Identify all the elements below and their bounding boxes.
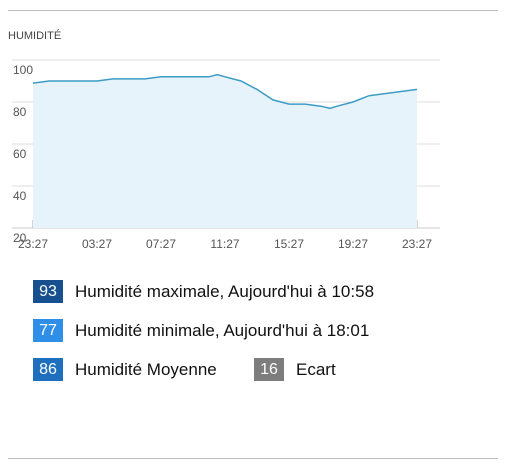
y-tick-label: 40: [13, 189, 27, 203]
stat: 16 Ecart: [254, 358, 336, 381]
stat: 93 Humidité maximale, Aujourd'hui à 10:58: [33, 280, 374, 303]
y-tick-label: 80: [13, 105, 27, 119]
x-tick-label: 23:27: [18, 237, 48, 251]
chart: HUMIDITÉ 20 40 60 80 100 23:27 03:27 07:27 11:27…: [8, 29, 440, 251]
stat: 86 Humidité Moyenne: [33, 358, 217, 381]
x-tick-label: 03:27: [82, 237, 112, 251]
stat: 77 Humidité minimale, Aujourd'hui à 18:01: [33, 319, 369, 342]
y-tick-label: 20: [13, 231, 27, 245]
y-tick-label: 100: [13, 63, 33, 77]
stat-label: Ecart: [296, 359, 336, 379]
stat-label: Humidité Moyenne: [75, 359, 217, 379]
chart-title: HUMIDITÉ: [8, 29, 61, 42]
bottom-rule: [8, 458, 498, 459]
stat-label: Humidité minimale, Aujourd'hui à 18:01: [75, 320, 370, 340]
y-tick-label: 60: [13, 147, 27, 161]
x-tick-label: 07:27: [146, 237, 176, 251]
stat-value: 77: [33, 319, 63, 342]
x-tick-label: 15:27: [274, 237, 304, 251]
top-rule: [8, 10, 498, 11]
x-tick-label: 23:27: [402, 237, 432, 251]
stat-label: Humidité maximale, Aujourd'hui à 10:58: [75, 281, 375, 301]
x-tick-label: 11:27: [210, 237, 239, 251]
x-tick-label: 19:27: [338, 237, 368, 251]
stat-value: 86: [33, 358, 63, 381]
area: [33, 74, 417, 228]
line: [32, 73, 418, 110]
stat-value: 16: [254, 358, 284, 381]
stat-value: 93: [33, 280, 63, 303]
